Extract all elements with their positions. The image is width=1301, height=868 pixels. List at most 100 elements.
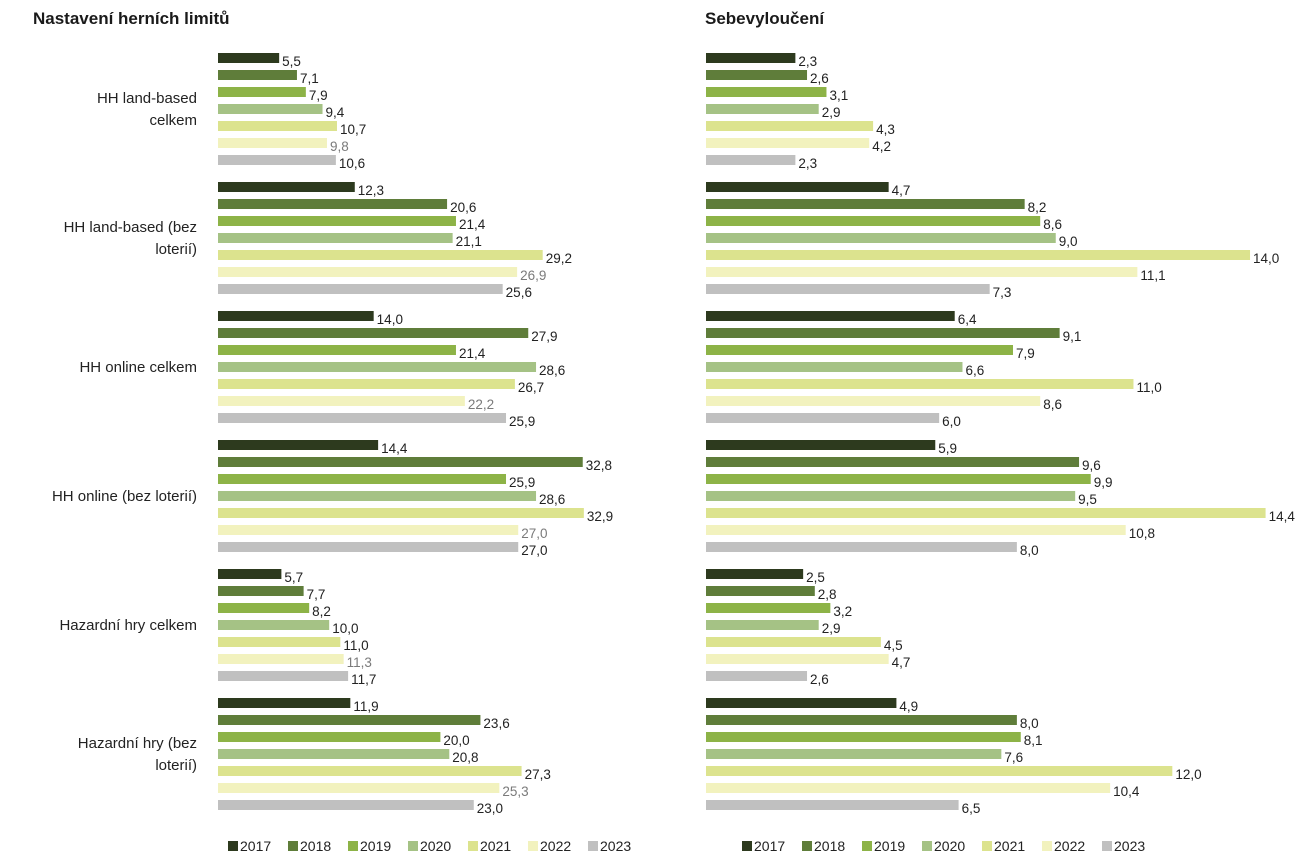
value-label: 26,9 xyxy=(520,268,546,283)
value-label: 7,9 xyxy=(309,88,328,103)
value-label: 9,1 xyxy=(1063,329,1082,344)
value-label: 7,7 xyxy=(307,587,326,602)
bar-2020 xyxy=(218,749,450,759)
bar-2018 xyxy=(706,457,1080,467)
legend-swatch-2017 xyxy=(228,841,238,851)
legend-label: 2019 xyxy=(874,838,905,854)
bar-2017 xyxy=(706,311,955,321)
bar-2021 xyxy=(218,250,543,260)
value-label: 4,5 xyxy=(884,638,903,653)
bar-2022 xyxy=(706,267,1138,277)
bar-2020 xyxy=(706,362,963,372)
value-label: 21,1 xyxy=(456,234,482,249)
value-label: 8,6 xyxy=(1043,397,1062,412)
value-label: 2,3 xyxy=(798,54,817,69)
value-label: 20,0 xyxy=(443,733,469,748)
bar-2022 xyxy=(218,654,344,664)
legend-label: 2020 xyxy=(420,838,451,854)
value-label: 7,9 xyxy=(1016,346,1035,361)
bar-2021 xyxy=(218,508,584,518)
bar-2019 xyxy=(218,216,456,226)
value-label: 11,3 xyxy=(347,655,372,670)
legend-label: 2021 xyxy=(994,838,1025,854)
bar-2022 xyxy=(218,396,465,406)
bar-2020 xyxy=(218,233,453,243)
right-chart-title: Sebevyloučení xyxy=(705,9,825,28)
value-label: 8,0 xyxy=(1020,543,1039,558)
bar-2023 xyxy=(218,155,336,165)
category-label: HH online celkem xyxy=(79,359,197,376)
bar-2023 xyxy=(218,284,503,294)
bar-2023 xyxy=(706,800,959,810)
value-label: 14,0 xyxy=(1253,251,1279,266)
value-label: 23,0 xyxy=(477,801,503,816)
bar-2017 xyxy=(218,182,355,192)
bar-2020 xyxy=(218,104,323,114)
bar-2019 xyxy=(218,474,507,484)
bar-2022 xyxy=(706,138,870,148)
value-label: 2,6 xyxy=(810,71,829,86)
value-label: 28,6 xyxy=(539,363,565,378)
bar-2020 xyxy=(706,491,1076,501)
category-label: HH land-based (bez xyxy=(64,219,197,236)
value-label: 21,4 xyxy=(459,217,486,232)
bar-2017 xyxy=(706,53,796,63)
value-label: 8,2 xyxy=(1028,200,1047,215)
value-label: 9,8 xyxy=(330,139,349,154)
bar-2017 xyxy=(706,698,897,708)
value-label: 2,8 xyxy=(818,587,837,602)
legend-swatch-2020 xyxy=(922,841,932,851)
bar-2022 xyxy=(218,267,518,277)
bar-2021 xyxy=(218,766,522,776)
value-label: 7,6 xyxy=(1004,750,1023,765)
value-label: 12,0 xyxy=(1175,767,1201,782)
bar-2019 xyxy=(706,87,827,97)
value-label: 10,7 xyxy=(340,122,366,137)
category-label: Hazardní hry celkem xyxy=(59,617,197,634)
value-label: 2,9 xyxy=(822,621,841,636)
value-label: 25,9 xyxy=(509,414,535,429)
value-label: 4,9 xyxy=(899,699,918,714)
category-label: loterií) xyxy=(155,757,197,774)
bar-2020 xyxy=(218,362,537,372)
category-label: Hazardní hry (bez xyxy=(78,735,197,752)
bar-2021 xyxy=(706,250,1251,260)
legend-label: 2017 xyxy=(240,838,271,854)
legend-swatch-2020 xyxy=(408,841,418,851)
value-label: 7,3 xyxy=(993,285,1012,300)
bar-2018 xyxy=(706,586,815,596)
value-label: 4,2 xyxy=(872,139,891,154)
bar-2019 xyxy=(706,732,1021,742)
bar-2020 xyxy=(706,620,819,630)
value-label: 4,7 xyxy=(892,183,911,198)
category-label: HH land-based xyxy=(97,90,197,107)
legend-swatch-2019 xyxy=(348,841,358,851)
value-label: 6,4 xyxy=(958,312,977,327)
left-chart-title: Nastavení herních limitů xyxy=(33,9,230,28)
bar-2023 xyxy=(706,413,940,423)
bar-2022 xyxy=(706,783,1111,793)
bar-2022 xyxy=(706,654,889,664)
bar-2023 xyxy=(218,413,507,423)
bar-2017 xyxy=(218,698,351,708)
bar-2017 xyxy=(218,53,280,63)
legend-swatch-2022 xyxy=(1042,841,1052,851)
legend-swatch-2022 xyxy=(528,841,538,851)
value-label: 25,3 xyxy=(502,784,528,799)
value-label: 10,6 xyxy=(339,156,365,171)
bar-2017 xyxy=(706,569,804,579)
value-label: 28,6 xyxy=(539,492,565,507)
value-label: 11,0 xyxy=(1136,380,1161,395)
value-label: 8,6 xyxy=(1043,217,1062,232)
bar-2018 xyxy=(218,199,448,209)
value-label: 27,0 xyxy=(521,526,547,541)
value-label: 14,4 xyxy=(1269,509,1296,524)
bar-2022 xyxy=(218,783,500,793)
value-label: 12,3 xyxy=(358,183,384,198)
value-label: 25,6 xyxy=(506,285,532,300)
legend-swatch-2018 xyxy=(802,841,812,851)
value-label: 21,4 xyxy=(459,346,486,361)
value-label: 29,2 xyxy=(546,251,572,266)
bar-2023 xyxy=(218,800,474,810)
value-label: 5,9 xyxy=(938,441,957,456)
